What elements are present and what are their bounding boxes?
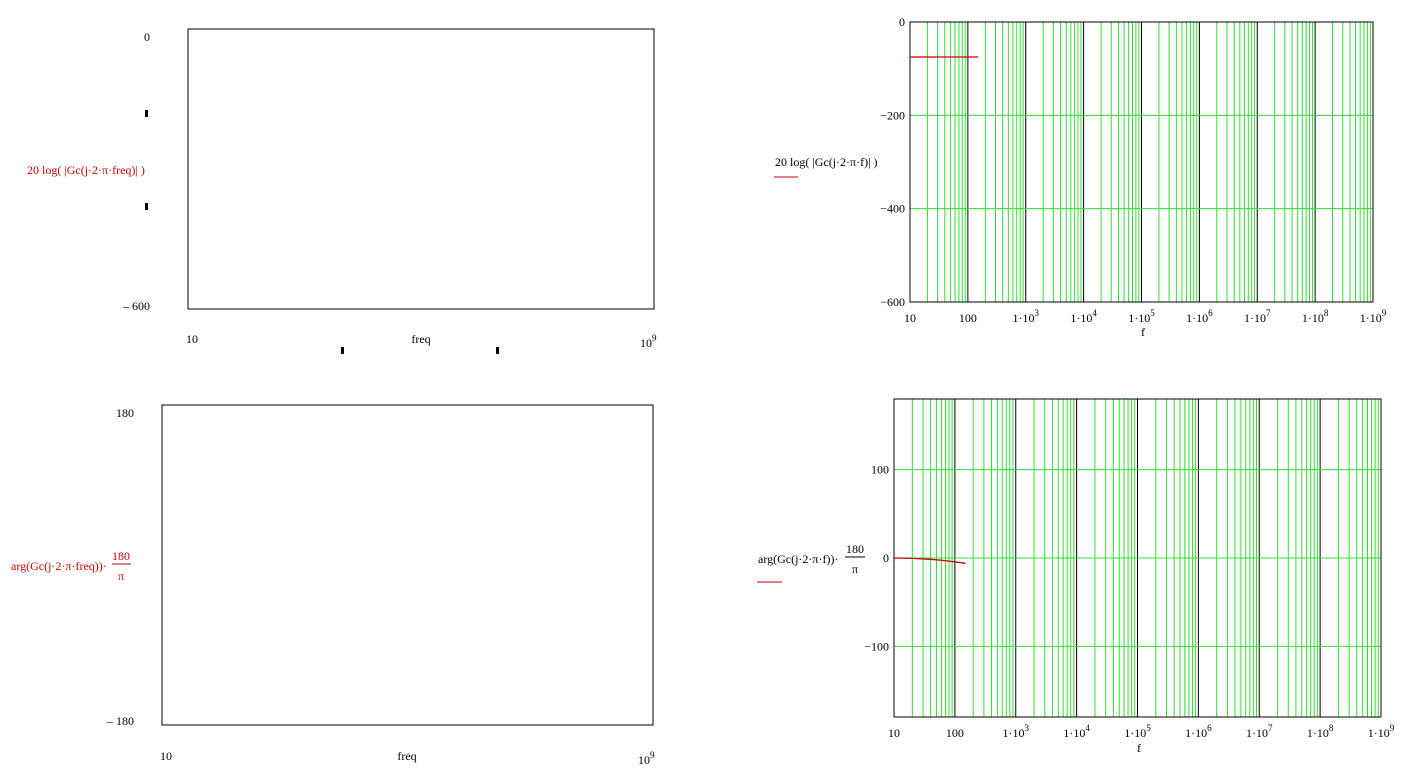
x-axis-label: f <box>1137 741 1141 755</box>
x-axis-label: f <box>1141 325 1145 339</box>
y-min-label: – 600 <box>122 299 150 313</box>
y-tick-label: −100 <box>864 639 889 653</box>
x-max-label: 109 <box>638 750 655 767</box>
x-tick-label: 1·105 <box>1124 723 1151 740</box>
y-tick-label: −200 <box>880 108 905 122</box>
x-tick-label: 1·109 <box>1360 308 1387 325</box>
x-tick-label: 1·104 <box>1070 308 1097 325</box>
x-axis-label: freq <box>411 332 430 346</box>
plot-frame <box>187 28 655 310</box>
y-max-label: 180 <box>116 406 134 420</box>
svg-text:π: π <box>852 562 858 576</box>
plot-frame <box>909 21 1374 303</box>
plot-magnitude[interactable]: 0−200−400−600 10 100 1·103 1·104 1·105 1·106 1… <box>774 15 1387 339</box>
plot-phase-empty[interactable]: 180 – 180 10 freq 109 arg(Gc(j·2·π·freq)… <box>11 404 655 767</box>
y-axis-label: arg(Gc(j·2·π·freq))· 180 π <box>11 549 131 583</box>
y-tick-label: 100 <box>871 463 889 477</box>
x-axis-label: freq <box>397 749 416 763</box>
x-tick-label: 1·103 <box>1003 723 1030 740</box>
x-tick-labels: 10 100 1·103 1·104 1·105 1·106 1·107 1·108 1·109 <box>904 308 1387 325</box>
y-axis-label: 20 log( |Gc(j·2·π·f)| ) <box>775 155 878 169</box>
x-min-label: 10 <box>186 332 198 346</box>
x-tick-label: 1·103 <box>1013 308 1040 325</box>
marker-tick <box>145 110 148 117</box>
y-axis-label: arg(Gc(j·2·π·f))· 180 π <box>758 542 865 576</box>
y-min-label: – 180 <box>106 714 134 728</box>
svg-text:arg(Gc(j·2·π·freq))·: arg(Gc(j·2·π·freq))· <box>11 559 107 573</box>
x-min-label: 10 <box>160 749 172 763</box>
x-tick-label: 10 <box>904 311 916 325</box>
plot-grid <box>910 21 1373 303</box>
svg-text:arg(Gc(j·2·π·f))·: arg(Gc(j·2·π·f))· <box>758 552 838 566</box>
x-max-label: 109 <box>640 333 657 350</box>
x-tick-label: 1·109 <box>1368 723 1395 740</box>
x-tick-label: 1·108 <box>1302 308 1329 325</box>
y-axis-label: 20 log( |Gc(j·2·π·freq)| ) <box>27 163 145 177</box>
x-tick-label: 100 <box>946 726 964 740</box>
svg-text:π: π <box>118 569 124 583</box>
svg-text:180: 180 <box>112 549 130 563</box>
y-max-label: 0 <box>144 30 150 44</box>
marker-tick <box>145 203 148 210</box>
y-tick-label: 0 <box>883 551 889 565</box>
x-tick-label: 1·105 <box>1128 308 1155 325</box>
svg-text:180: 180 <box>846 542 864 556</box>
plot-grid <box>894 399 1381 717</box>
y-tick-label: −400 <box>880 202 905 216</box>
x-tick-label: 100 <box>959 311 977 325</box>
trace-line <box>893 557 966 564</box>
x-tick-label: 1·107 <box>1244 308 1271 325</box>
x-tick-labels: 10 100 1·103 1·104 1·105 1·106 1·107 1·108 1·109 <box>888 723 1395 740</box>
plot-frame <box>161 404 654 726</box>
x-tick-label: 1·106 <box>1186 308 1213 325</box>
x-tick-label: 1·108 <box>1307 723 1334 740</box>
y-tick-label: −600 <box>880 295 905 309</box>
plot-magnitude-empty[interactable]: 0 – 600 20 log( |Gc(j·2·π·freq)| ) 10 fr… <box>27 28 657 354</box>
marker-tick <box>341 347 344 354</box>
x-tick-label: 1·104 <box>1063 723 1090 740</box>
trace <box>893 557 966 564</box>
y-tick-label: 0 <box>899 15 905 29</box>
x-tick-label: 10 <box>888 726 900 740</box>
x-tick-label: 1·106 <box>1185 723 1212 740</box>
x-tick-label: 1·107 <box>1246 723 1273 740</box>
y-tick-labels: 0 −200 −400 −600 <box>880 15 905 309</box>
marker-tick <box>496 347 499 354</box>
y-tick-labels: 100 0 −100 <box>864 463 889 654</box>
